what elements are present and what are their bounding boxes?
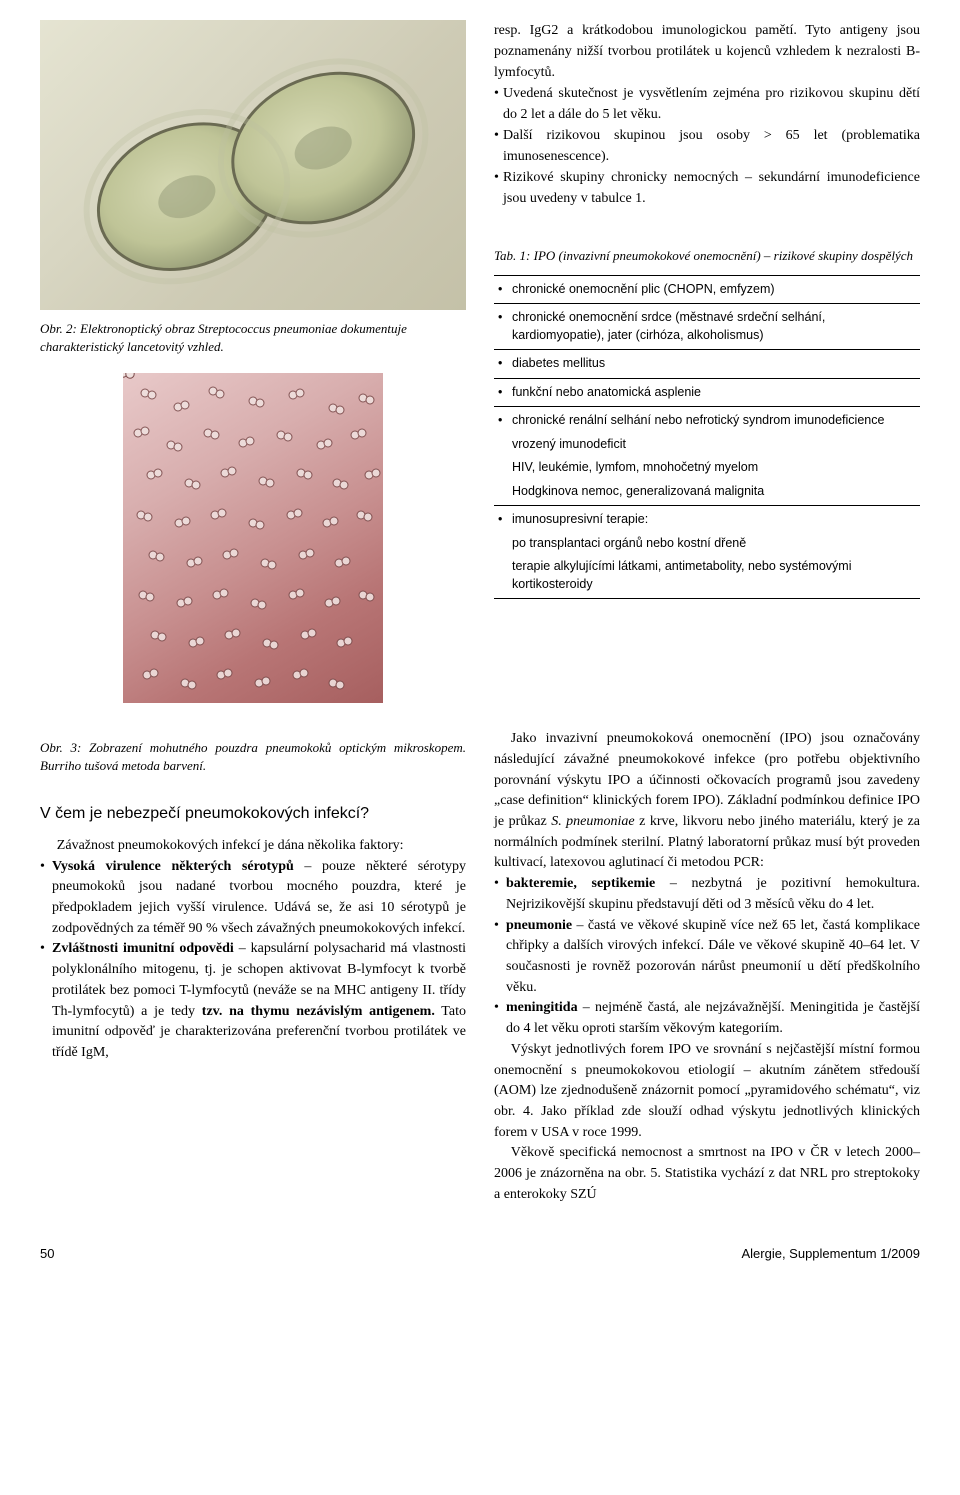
figure-2-caption: Obr. 2: Elektronoptický obraz Streptococ… bbox=[40, 320, 466, 355]
left-item-2-bold2: tzv. na thymu nezávislým antigenem. bbox=[202, 1004, 435, 1019]
page-number: 50 bbox=[40, 1246, 54, 1261]
figure-3-light-microscopy bbox=[123, 373, 383, 703]
table-1-title: Tab. 1: IPO (invazivní pneumokokové onem… bbox=[494, 247, 920, 265]
right-item-2: pneumonie – častá ve věkové skupině více… bbox=[494, 916, 920, 999]
table-1-risk-groups: •chronické onemocnění plic (CHOPN, emfyz… bbox=[494, 275, 920, 600]
table-text-cell: chronické renální selhání nebo nefrotick… bbox=[508, 407, 920, 506]
top-right-paragraph: resp. IgG2 a krátkodobou imunologickou p… bbox=[494, 20, 920, 209]
section-heading-danger: V čem je nebezpečí pneumokokových infekc… bbox=[40, 802, 466, 826]
right-intro: Jako invazivní pneumokoková onemocnění (… bbox=[494, 729, 920, 874]
table-row: •chronické onemocnění srdce (městnavé sr… bbox=[494, 304, 920, 350]
top-right-bullet-3: Rizikové skupiny chronicky nemocných – s… bbox=[494, 167, 920, 209]
table-text-cell: diabetes mellitus bbox=[508, 350, 920, 379]
right-item-1: bakteremie, septikemie – nezbytná je poz… bbox=[494, 874, 920, 915]
table-row: •funkční nebo anatomická asplenie bbox=[494, 378, 920, 407]
table-bullet-cell: • bbox=[494, 275, 508, 304]
table-text-cell: chronické onemocnění plic (CHOPN, emfyze… bbox=[508, 275, 920, 304]
table-row: •chronické renální selhání nebo nefrotic… bbox=[494, 407, 920, 506]
table-text-cell: chronické onemocnění srdce (městnavé srd… bbox=[508, 304, 920, 350]
table-bullet-cell: • bbox=[494, 506, 508, 599]
right-item-3: meningitida – nejméně častá, ale nejzáva… bbox=[494, 998, 920, 1039]
left-item-1: Vysoká virulence některých sérotypů – po… bbox=[40, 857, 466, 940]
table-bullet-cell: • bbox=[494, 378, 508, 407]
top-right-bullet-2: Další rizikovou skupinou jsou osoby > 65… bbox=[494, 125, 920, 167]
right-tail-1: Výskyt jednotlivých forem IPO ve srovnán… bbox=[494, 1040, 920, 1144]
right-intro-species: S. pneumoniae bbox=[551, 814, 634, 829]
journal-footer: Alergie, Supplementum 1/2009 bbox=[741, 1246, 920, 1261]
top-right-lead: resp. IgG2 a krátkodobou imunologickou p… bbox=[494, 23, 920, 80]
left-item-2-lead: Zvláštnosti imunitní odpovědi bbox=[52, 941, 234, 956]
right-item-2-lead: pneumonie bbox=[506, 918, 572, 933]
figure-1-electron-micrograph bbox=[40, 20, 466, 310]
table-row: •imunosupresivní terapie:po transplantac… bbox=[494, 506, 920, 599]
left-item-1-lead: Vysoká virulence některých sérotypů bbox=[52, 859, 294, 874]
right-item-3-lead: meningitida bbox=[506, 1000, 578, 1015]
table-row: •diabetes mellitus bbox=[494, 350, 920, 379]
left-item-2: Zvláštnosti imunitní odpovědi – kapsulár… bbox=[40, 939, 466, 1063]
table-row: •chronické onemocnění plic (CHOPN, emfyz… bbox=[494, 275, 920, 304]
table-text-cell: funkční nebo anatomická asplenie bbox=[508, 378, 920, 407]
table-text-cell: imunosupresivní terapie:po transplantaci… bbox=[508, 506, 920, 599]
top-right-bullet-1: Uvedená skutečnost je vysvětlením zejmén… bbox=[494, 83, 920, 125]
right-bottom-column: Jako invazivní pneumokoková onemocnění (… bbox=[494, 729, 920, 1206]
right-item-1-lead: bakteremie, septikemie bbox=[506, 876, 655, 891]
figure-3-caption: Obr. 3: Zobrazení mohutného pouzdra pneu… bbox=[40, 739, 466, 774]
table-bullet-cell: • bbox=[494, 304, 508, 350]
right-tail-2: Věkově specifická nemocnost a smrtnost n… bbox=[494, 1143, 920, 1205]
table-bullet-cell: • bbox=[494, 350, 508, 379]
left-bottom-column: Obr. 3: Zobrazení mohutného pouzdra pneu… bbox=[40, 729, 466, 1206]
table-bullet-cell: • bbox=[494, 407, 508, 506]
left-intro: Závažnost pneumokokových infekcí je dána… bbox=[40, 836, 466, 857]
